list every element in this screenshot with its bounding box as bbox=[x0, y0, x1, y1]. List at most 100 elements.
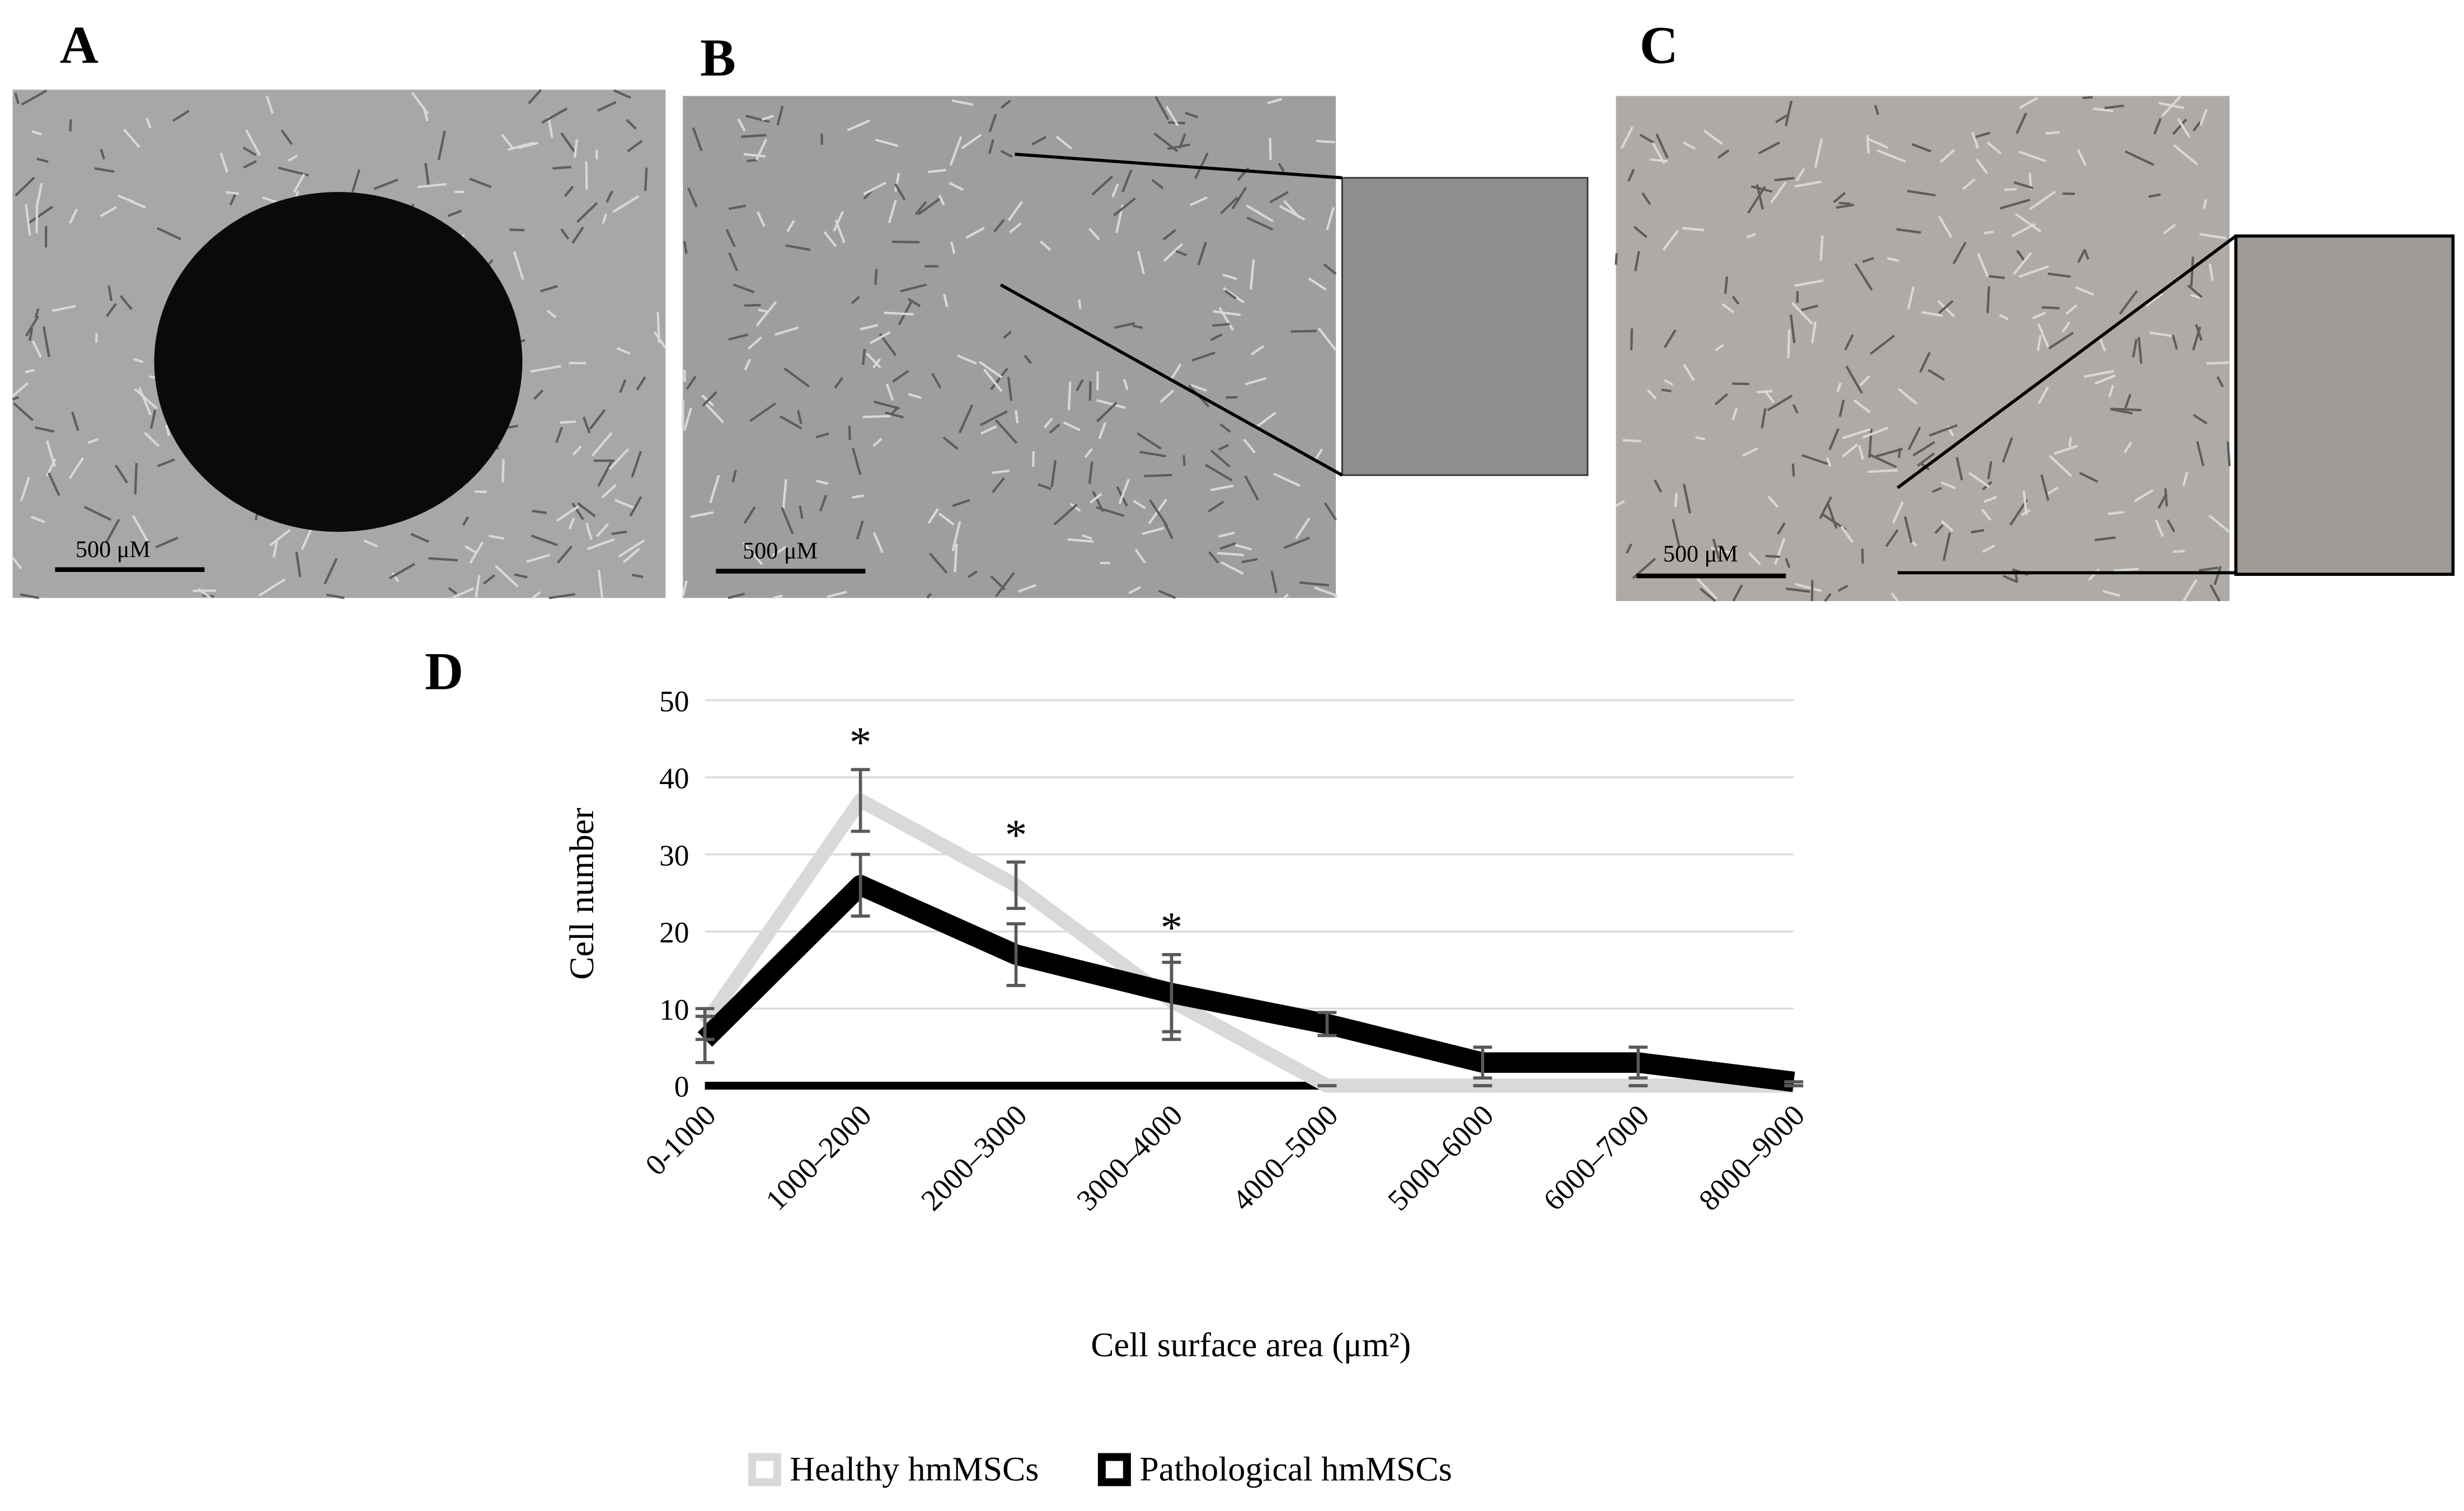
y-tick-label: 20 bbox=[659, 916, 689, 949]
cell bbox=[14, 92, 20, 105]
cell bbox=[326, 593, 345, 599]
cell bbox=[874, 269, 878, 285]
cell bbox=[914, 201, 927, 215]
cell bbox=[2068, 437, 2072, 447]
cell bbox=[146, 118, 152, 129]
cell bbox=[2164, 488, 2168, 507]
cell bbox=[219, 152, 228, 173]
cell bbox=[25, 369, 35, 374]
cell bbox=[172, 110, 190, 122]
cell bbox=[1970, 529, 1984, 534]
cell bbox=[1113, 197, 1136, 217]
cell bbox=[564, 185, 574, 198]
cell bbox=[1840, 525, 1854, 543]
cell bbox=[1664, 379, 1674, 386]
cell bbox=[2019, 97, 2038, 109]
cell bbox=[1859, 375, 1870, 387]
cell bbox=[644, 167, 648, 191]
cell bbox=[686, 376, 697, 390]
cell bbox=[2193, 414, 2208, 425]
cell bbox=[938, 512, 955, 526]
cell bbox=[967, 570, 978, 579]
panel-label: A bbox=[60, 15, 98, 74]
cell bbox=[1986, 141, 2002, 154]
cell bbox=[100, 148, 106, 159]
cell bbox=[11, 557, 22, 570]
cell bbox=[1283, 593, 1289, 599]
cell bbox=[2119, 290, 2138, 315]
cell bbox=[518, 142, 538, 149]
cell bbox=[709, 475, 720, 504]
cell bbox=[702, 391, 717, 407]
cell bbox=[2079, 472, 2099, 483]
cell bbox=[1098, 422, 1107, 439]
cell bbox=[373, 179, 398, 190]
cell bbox=[475, 575, 481, 598]
cell bbox=[1316, 139, 1335, 144]
cell bbox=[1867, 469, 1898, 473]
cell bbox=[927, 508, 939, 524]
cell bbox=[1053, 504, 1078, 525]
cell bbox=[1246, 204, 1274, 223]
cell bbox=[1907, 190, 1936, 197]
cell bbox=[1911, 143, 1932, 153]
cell bbox=[1674, 492, 1678, 508]
cell bbox=[957, 354, 977, 365]
cell bbox=[1904, 516, 1913, 543]
cell bbox=[114, 464, 129, 484]
cell bbox=[866, 352, 881, 369]
cell bbox=[1622, 439, 1641, 443]
cell bbox=[1055, 135, 1073, 150]
cell bbox=[482, 574, 496, 585]
cell bbox=[1838, 399, 1845, 417]
cell bbox=[851, 295, 860, 304]
cell bbox=[980, 425, 997, 435]
cell bbox=[513, 251, 524, 280]
cell bbox=[423, 107, 429, 121]
cell bbox=[1785, 100, 1793, 126]
cell bbox=[1975, 158, 1988, 175]
cell bbox=[269, 529, 291, 547]
cell bbox=[242, 146, 257, 157]
cell bbox=[2077, 149, 2087, 166]
cell bbox=[1962, 178, 1976, 190]
cell bbox=[1825, 457, 1832, 467]
cell bbox=[1703, 129, 1723, 145]
cell bbox=[900, 283, 927, 293]
cell bbox=[1714, 393, 1729, 406]
cell bbox=[1091, 175, 1114, 196]
cell bbox=[931, 373, 942, 389]
cell bbox=[1191, 351, 1216, 362]
cell bbox=[448, 587, 458, 595]
cell bbox=[295, 551, 302, 578]
cell bbox=[1208, 500, 1224, 513]
cell bbox=[758, 308, 768, 313]
chart: 0 10 20 30 40 50 0-1000 1000–2000 2000–3000 3000–… bbox=[639, 684, 1811, 1489]
cell bbox=[687, 187, 698, 208]
cell bbox=[1876, 149, 1906, 163]
cell bbox=[2036, 335, 2042, 351]
cell bbox=[1794, 279, 1824, 287]
cell bbox=[1953, 241, 1967, 265]
x-tick-label: 3000–4000 bbox=[1070, 1098, 1189, 1217]
cell bbox=[1775, 114, 1788, 124]
cell bbox=[572, 445, 583, 456]
cell bbox=[2002, 437, 2014, 463]
cell bbox=[1088, 227, 1100, 241]
cell bbox=[424, 162, 430, 186]
cell bbox=[1615, 500, 1625, 507]
cell bbox=[1841, 443, 1858, 458]
cell bbox=[1912, 441, 1936, 457]
cell bbox=[585, 161, 588, 190]
error-bar bbox=[1317, 1011, 1337, 1038]
cell bbox=[894, 183, 906, 200]
cell bbox=[1154, 96, 1170, 120]
cell bbox=[100, 206, 118, 218]
cell bbox=[2082, 96, 2093, 100]
cell bbox=[546, 309, 557, 318]
cell bbox=[1210, 449, 1231, 468]
cell bbox=[35, 426, 55, 433]
cell bbox=[1791, 463, 1795, 477]
cell bbox=[265, 95, 274, 114]
legend-label: Healthy hmMSCs bbox=[790, 1451, 1039, 1489]
